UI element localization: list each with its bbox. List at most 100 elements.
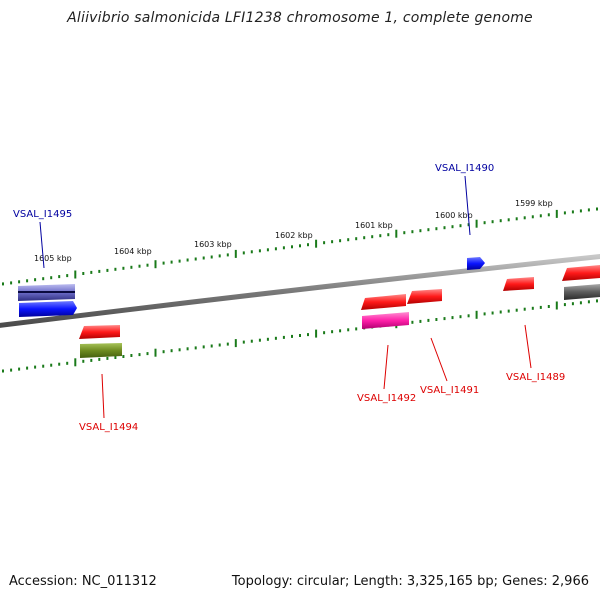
ruler-upper-minor-tick bbox=[218, 254, 221, 258]
connector-vsal-i1494 bbox=[101, 373, 105, 419]
ruler-upper-minor-tick bbox=[596, 207, 598, 211]
ruler-lower-minor-tick bbox=[90, 358, 93, 362]
ruler-lower-minor-tick bbox=[331, 330, 334, 334]
gene-label-vsal-i1489[interactable]: VSAL_I1489 bbox=[506, 372, 565, 383]
ruler-upper-major-tick bbox=[475, 219, 478, 228]
ruler-upper-minor-tick bbox=[146, 263, 149, 267]
ruler-upper-minor-tick bbox=[274, 247, 277, 251]
ruler-lower-minor-tick bbox=[483, 312, 486, 316]
ruler-upper-minor-tick bbox=[379, 234, 382, 238]
gene-label-vsal-i1492[interactable]: VSAL_I1492 bbox=[357, 393, 416, 404]
gene-feature-blue[interactable] bbox=[19, 301, 77, 317]
ruler-lower-minor-tick bbox=[98, 357, 101, 361]
connector-vsal-i1492 bbox=[383, 344, 389, 390]
gene-label-vsal-i1495[interactable]: VSAL_I1495 bbox=[13, 209, 72, 220]
ruler-lower-minor-tick bbox=[571, 302, 574, 306]
ruler-upper-major-tick bbox=[555, 209, 558, 218]
ruler-upper-minor-tick bbox=[443, 226, 446, 230]
ruler-lower-minor-tick bbox=[266, 337, 269, 341]
ruler-lower-minor-tick bbox=[282, 335, 285, 339]
ruler-lower-minor-tick bbox=[547, 305, 550, 308]
ruler-lower-minor-tick bbox=[50, 363, 53, 367]
connector-vsal-i1495 bbox=[39, 221, 45, 269]
ruler-upper-minor-tick bbox=[114, 267, 117, 271]
ruler-lower-minor-tick bbox=[114, 356, 117, 359]
ruler-upper-minor-tick bbox=[467, 223, 470, 227]
ruler-upper-minor-tick bbox=[122, 266, 125, 270]
ruler-lower-minor-tick bbox=[579, 301, 582, 305]
ruler-upper-minor-tick bbox=[178, 259, 181, 263]
ruler-lower-minor-tick bbox=[146, 352, 149, 356]
ruler-upper-minor-tick bbox=[26, 279, 29, 283]
ruler-upper-minor-tick bbox=[130, 265, 133, 269]
ruler-upper-minor-tick bbox=[347, 238, 350, 242]
ruler-upper-minor-tick bbox=[106, 268, 109, 272]
ruler-lower-minor-tick bbox=[106, 356, 109, 360]
ruler-upper-minor-tick bbox=[523, 216, 526, 220]
ruler-lower-minor-tick bbox=[122, 355, 125, 358]
gene-label-vsal-i1490[interactable]: VSAL_I1490 bbox=[435, 163, 494, 174]
ruler-upper-minor-tick bbox=[226, 253, 229, 257]
gene-feature-olive[interactable] bbox=[80, 343, 122, 358]
ruler-lower-minor-tick bbox=[435, 318, 438, 321]
ruler-upper-minor-tick bbox=[186, 258, 189, 262]
ruler-lower-minor-tick bbox=[499, 310, 502, 314]
gene-feature-red-1492a[interactable] bbox=[361, 294, 406, 310]
connector-vsal-i1490 bbox=[464, 175, 471, 236]
ruler-lower-minor-tick bbox=[242, 340, 245, 344]
ruler-lower-minor-tick bbox=[347, 328, 350, 332]
ruler-upper-minor-tick bbox=[242, 251, 245, 255]
ruler-labels: 1605 kbp 1604 kbp 1603 kbp 1602 kbp 1601… bbox=[34, 199, 553, 263]
ruler-upper-major-tick bbox=[315, 239, 318, 248]
ruler-lower-minor-tick bbox=[130, 354, 133, 357]
tick-label-1599: 1599 kbp bbox=[515, 199, 553, 208]
ruler-upper-minor-tick bbox=[387, 233, 390, 237]
ruler-upper bbox=[2, 207, 598, 286]
gene-feature-gray[interactable] bbox=[564, 284, 600, 300]
ruler-upper-minor-tick bbox=[2, 282, 4, 286]
ruler-lower-major-tick bbox=[475, 310, 478, 319]
ruler-upper-minor-tick bbox=[363, 236, 366, 240]
ruler-lower-minor-tick bbox=[162, 350, 165, 354]
ruler-lower-minor-tick bbox=[419, 319, 422, 323]
gene-feature-red-edge[interactable] bbox=[562, 265, 600, 281]
ruler-lower-minor-tick bbox=[170, 349, 173, 353]
ruler-upper-minor-tick bbox=[210, 255, 213, 259]
ruler-upper-minor-tick bbox=[291, 245, 293, 249]
gene-labels: VSAL_I1495 VSAL_I1490 VSAL_I1494 VSAL_I1… bbox=[13, 163, 565, 433]
ruler-lower-minor-tick bbox=[274, 336, 277, 340]
gene-label-vsal-i1491[interactable]: VSAL_I1491 bbox=[420, 385, 479, 396]
gene-label-vsal-i1494[interactable]: VSAL_I1494 bbox=[79, 422, 138, 433]
ruler-upper-minor-tick bbox=[587, 208, 590, 212]
ruler-lower-minor-tick bbox=[82, 359, 85, 363]
ruler-upper-minor-tick bbox=[539, 214, 542, 218]
tick-label-1600: 1600 kbp bbox=[435, 211, 473, 220]
ruler-lower-minor-tick bbox=[2, 369, 4, 373]
label-connectors bbox=[39, 175, 532, 419]
ruler-upper-minor-tick bbox=[50, 276, 53, 280]
ruler-lower-minor-tick bbox=[307, 333, 309, 337]
ruler-lower-minor-tick bbox=[186, 347, 189, 351]
ruler-lower-minor-tick bbox=[42, 364, 45, 368]
ruler-lower-major-tick bbox=[74, 358, 77, 367]
ruler-upper-minor-tick bbox=[18, 280, 21, 284]
gene-feature-pink[interactable] bbox=[362, 312, 409, 329]
gene-feature-red-1491[interactable] bbox=[407, 289, 442, 304]
gene-feature-blue-small[interactable] bbox=[467, 257, 485, 270]
ruler-upper-minor-tick bbox=[299, 244, 301, 248]
forward-genes bbox=[18, 257, 600, 317]
ruler-lower-minor-tick bbox=[531, 306, 534, 310]
ruler-upper-minor-tick bbox=[82, 272, 85, 275]
ruler-lower-minor-tick bbox=[178, 348, 181, 352]
ruler-upper-minor-tick bbox=[194, 257, 197, 261]
ruler-lower-minor-tick bbox=[523, 307, 526, 311]
ruler-upper-minor-tick bbox=[250, 250, 253, 254]
reverse-genes bbox=[79, 284, 600, 358]
ruler-upper-major-tick bbox=[395, 229, 398, 238]
ruler-upper-minor-tick bbox=[531, 215, 534, 219]
gene-feature-red-1494[interactable] bbox=[79, 325, 120, 339]
ruler-upper-minor-tick bbox=[307, 243, 309, 247]
ruler-upper-minor-tick bbox=[507, 218, 510, 222]
gene-feature-red-1489[interactable] bbox=[503, 277, 534, 291]
